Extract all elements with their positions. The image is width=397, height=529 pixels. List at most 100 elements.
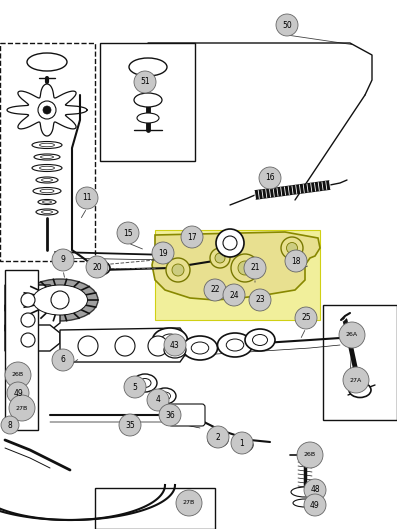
Ellipse shape [36,177,58,183]
Polygon shape [5,325,60,351]
Circle shape [339,322,365,348]
Text: 36: 36 [165,411,175,419]
Text: 26A: 26A [346,333,358,338]
Text: 48: 48 [310,486,320,495]
Text: 27B: 27B [16,406,28,411]
Circle shape [231,254,259,282]
Text: 11: 11 [82,194,92,203]
Ellipse shape [238,442,248,449]
Ellipse shape [160,392,170,400]
Ellipse shape [191,342,209,354]
Circle shape [117,222,139,244]
Circle shape [164,334,186,356]
Bar [95,488,215,529]
Circle shape [119,414,141,436]
Ellipse shape [183,336,218,360]
Text: 15: 15 [123,229,133,238]
Circle shape [343,367,369,393]
Bar [100,43,195,161]
Polygon shape [5,270,38,430]
Circle shape [5,362,31,388]
Ellipse shape [349,382,371,397]
Circle shape [238,261,252,275]
Circle shape [231,432,253,454]
Text: 2: 2 [216,433,220,442]
Text: 50: 50 [282,21,292,30]
Circle shape [166,258,190,282]
Text: 49: 49 [13,388,23,397]
Ellipse shape [245,329,275,351]
Circle shape [172,264,184,276]
Circle shape [181,226,203,248]
Text: 26B: 26B [12,372,24,378]
Ellipse shape [42,200,52,203]
Circle shape [78,336,98,356]
Ellipse shape [36,209,58,215]
Ellipse shape [90,261,110,275]
Ellipse shape [32,165,62,171]
Text: 21: 21 [250,263,260,272]
Circle shape [295,307,317,329]
Text: 19: 19 [158,249,168,258]
Circle shape [9,395,35,421]
Ellipse shape [40,156,54,159]
Bar [0,43,95,261]
Text: 8: 8 [8,421,12,430]
Circle shape [215,253,225,263]
Ellipse shape [129,58,167,76]
Ellipse shape [139,379,151,388]
Ellipse shape [226,339,244,351]
Ellipse shape [154,388,176,404]
Text: 49: 49 [310,500,320,509]
Ellipse shape [252,334,268,345]
Text: 43: 43 [170,341,180,350]
Text: 25: 25 [301,314,311,323]
Circle shape [147,389,169,411]
Circle shape [21,333,35,347]
Circle shape [159,404,181,426]
Circle shape [297,442,323,468]
Circle shape [285,250,307,272]
Ellipse shape [233,438,253,452]
Ellipse shape [39,143,54,147]
Text: 27B: 27B [183,500,195,506]
Circle shape [176,490,202,516]
Text: 26B: 26B [304,452,316,458]
Text: 27A: 27A [350,378,362,382]
Ellipse shape [213,436,223,443]
Ellipse shape [33,285,87,315]
Ellipse shape [32,141,62,149]
Text: 6: 6 [61,355,66,364]
Ellipse shape [164,342,186,358]
Ellipse shape [34,154,60,160]
Text: 1: 1 [240,439,245,448]
Circle shape [43,106,51,114]
Circle shape [52,249,74,271]
Ellipse shape [152,328,187,352]
Ellipse shape [39,166,54,170]
Text: 23: 23 [255,296,265,305]
Circle shape [223,236,237,250]
Ellipse shape [42,211,52,214]
Polygon shape [5,305,60,331]
Circle shape [281,237,303,259]
Circle shape [304,494,326,516]
Circle shape [38,101,56,119]
Circle shape [52,349,74,371]
Ellipse shape [134,93,162,107]
Ellipse shape [161,334,179,346]
Ellipse shape [42,178,52,181]
Circle shape [1,416,19,434]
Circle shape [210,248,230,268]
Ellipse shape [208,433,228,447]
Text: 22: 22 [210,286,220,295]
Ellipse shape [27,53,67,71]
Ellipse shape [95,264,105,271]
Ellipse shape [33,187,61,195]
Circle shape [51,291,69,309]
Bar [323,305,397,420]
Circle shape [244,257,266,279]
Polygon shape [7,84,87,136]
Circle shape [276,14,298,36]
Text: 51: 51 [140,78,150,87]
